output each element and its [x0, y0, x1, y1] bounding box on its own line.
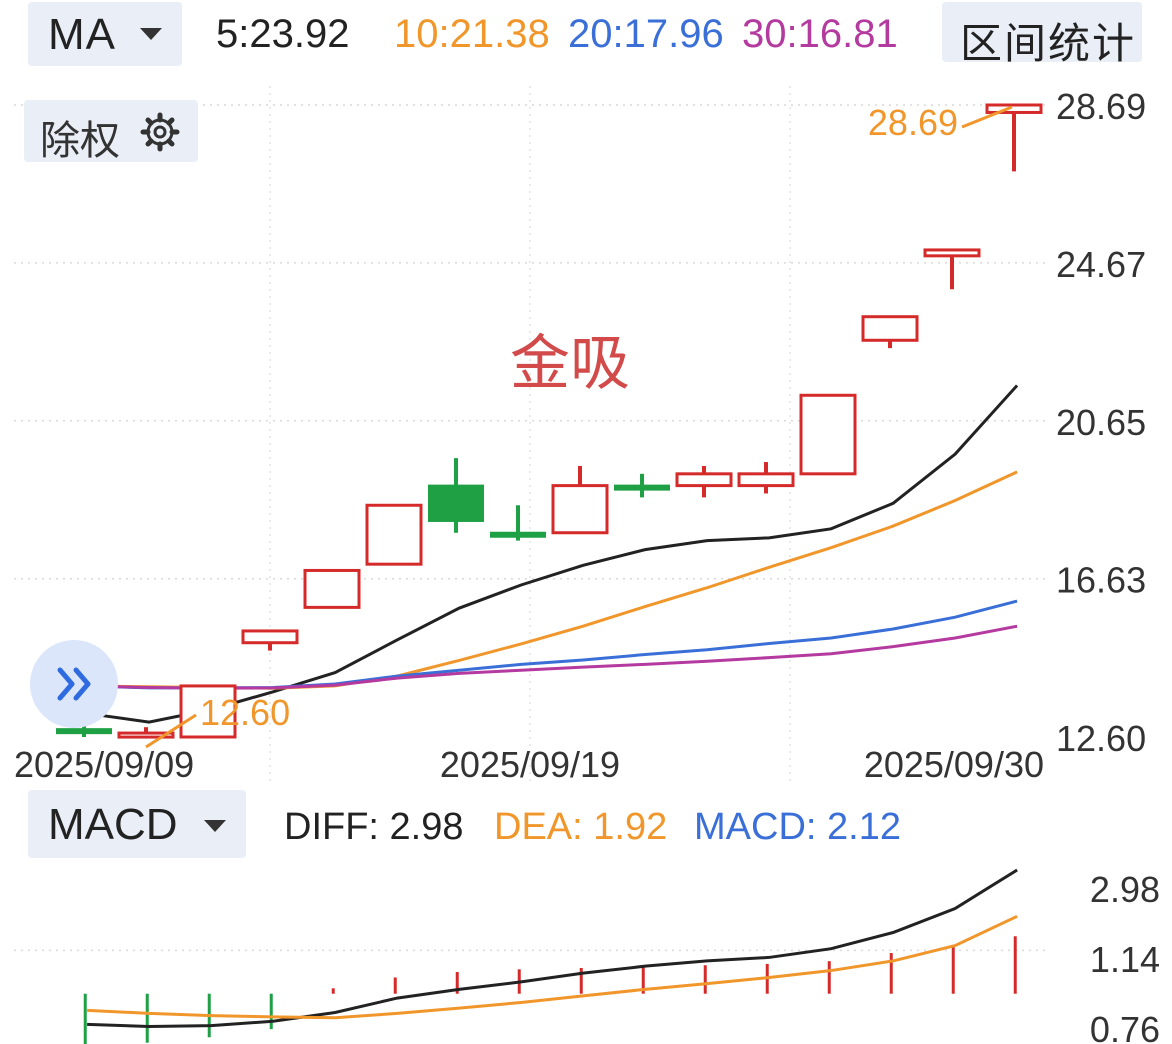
candle [551, 465, 609, 535]
ma5-value: 5:23.92 [216, 12, 350, 56]
candle [614, 473, 670, 498]
candle-body [490, 531, 546, 538]
ma10-value: 10:21.38 [394, 12, 550, 56]
expand-button[interactable] [30, 640, 118, 728]
candle-body [428, 484, 484, 522]
candle [117, 727, 175, 739]
ma5-line [86, 384, 1019, 724]
candle [923, 248, 981, 290]
candle [985, 103, 1043, 172]
candle-body [614, 484, 670, 491]
candle [861, 315, 919, 349]
candle-body [365, 503, 423, 566]
candle [490, 505, 546, 541]
ma30-value: 30:16.81 [742, 12, 898, 56]
chevron-down-icon [204, 820, 226, 832]
dea-line [87, 914, 1018, 1020]
candle [428, 458, 484, 533]
price-tick-label: 28.69 [1056, 86, 1146, 127]
candle [675, 465, 733, 498]
date-axis-label: 2025/09/09 [14, 744, 194, 785]
macd-indicator-label: MACD [48, 800, 178, 849]
candle-body [551, 484, 609, 535]
macd-tick-label: 0.76 [1090, 1009, 1160, 1044]
macd-chart[interactable]: 2.98 1.14 0.76 [0, 856, 1172, 1044]
candle [241, 629, 299, 651]
chart-annotation: 金吸 [510, 329, 630, 399]
candle [179, 684, 237, 739]
ma20-line [87, 599, 1018, 690]
ex-rights-button[interactable]: 除权 [24, 100, 198, 164]
ma-indicator-label: MA [48, 10, 116, 59]
price-tick-label: 16.63 [1056, 560, 1146, 601]
interval-stats-label: 区间统计 [960, 19, 1137, 68]
high-price-marker: 28.69 [868, 102, 958, 143]
macd-indicator-selector[interactable]: MACD [28, 790, 246, 858]
dea-value: DEA: 1.92 [494, 806, 668, 848]
candle [737, 462, 795, 494]
diff-line [87, 868, 1018, 1029]
candlestick-chart[interactable]: 金吸 28.69 24.67 20.65 16.63 12.60 2025/09/09 2… [0, 66, 1172, 786]
macd-value: MACD: 2.12 [694, 806, 901, 848]
ex-rights-label: 除权 [40, 118, 120, 164]
chevron-down-icon [140, 28, 162, 40]
interval-stats-button[interactable]: 区间统计 [942, 2, 1142, 68]
ma20-value: 20:17.96 [568, 12, 724, 56]
candle-body [179, 684, 237, 739]
diff-value: DIFF: 2.98 [284, 806, 464, 848]
candle-body [985, 103, 1043, 114]
low-marker-pointer [145, 713, 197, 749]
date-axis-label: 2025/09/30 [864, 744, 1044, 785]
candle-body [117, 731, 175, 739]
price-tick-label: 24.67 [1056, 244, 1146, 285]
high-marker-pointer [961, 105, 1013, 129]
candle-body [56, 728, 112, 735]
candle-body [923, 248, 981, 258]
double-chevron-right-icon [57, 667, 91, 701]
candle-body [861, 315, 919, 342]
ma-indicator-selector[interactable]: MA [28, 2, 182, 66]
date-axis-label: 2025/09/19 [440, 744, 620, 785]
candle-body [241, 629, 299, 645]
candle [799, 393, 857, 476]
ma30-line [87, 624, 1018, 690]
candle-body [737, 472, 795, 488]
candle-body [675, 472, 733, 488]
macd-tick-label: 2.98 [1090, 869, 1160, 910]
gear-icon [140, 112, 180, 152]
macd-tick-label: 1.14 [1090, 939, 1160, 980]
price-tick-label: 20.65 [1056, 402, 1146, 443]
candle-body [799, 393, 857, 476]
candle-body [303, 568, 361, 609]
candle [303, 568, 361, 609]
candle [365, 503, 423, 566]
low-price-marker: 12.60 [200, 692, 290, 733]
price-tick-label: 12.60 [1056, 718, 1146, 759]
